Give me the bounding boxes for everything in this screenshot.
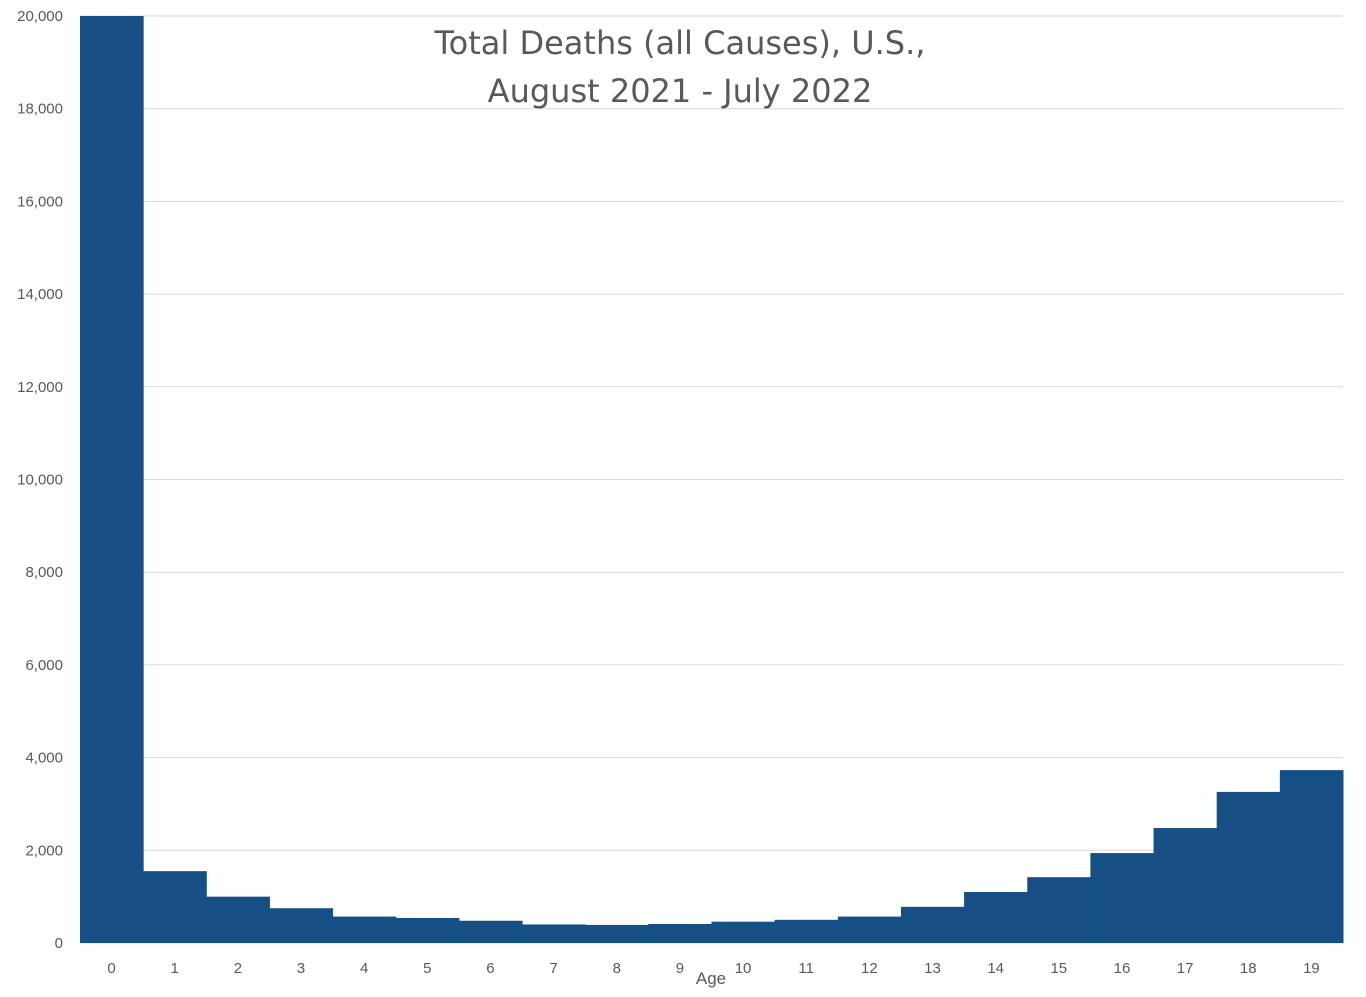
bar-age-7	[522, 924, 586, 943]
x-tick-label: 2	[234, 960, 242, 977]
bar-age-3	[269, 908, 334, 943]
chart-title-line-2: August 2021 - July 2022	[488, 72, 873, 110]
x-tick-label: 0	[107, 960, 115, 977]
x-axis-title: Age	[696, 969, 726, 988]
y-tick-label: 2,000	[25, 842, 63, 859]
bar-age-2	[206, 896, 270, 943]
chart-title-line-1: Total Deaths (all Causes), U.S.,	[434, 24, 926, 62]
x-tick-label: 10	[735, 960, 752, 977]
x-tick-label: 17	[1177, 960, 1194, 977]
y-tick-label: 0	[55, 935, 63, 952]
y-tick-label: 6,000	[25, 657, 63, 674]
x-tick-label: 18	[1240, 960, 1257, 977]
bar-age-11	[774, 919, 839, 943]
y-tick-label: 20,000	[17, 8, 63, 25]
bar-age-9	[648, 923, 712, 943]
bar-age-19	[1279, 770, 1344, 943]
x-tick-label: 7	[549, 960, 557, 977]
bar-age-6	[458, 920, 523, 943]
x-tick-label: 16	[1114, 960, 1131, 977]
y-tick-labels: 0 2,000 4,000 6,000 8,000 10,000 12,000 14,000 1…	[17, 8, 63, 952]
x-tick-label: 13	[924, 960, 941, 977]
x-tick-label: 4	[360, 960, 368, 977]
y-tick-label: 8,000	[25, 564, 63, 581]
y-tick-label: 12,000	[17, 379, 63, 396]
x-tick-label: 8	[613, 960, 621, 977]
bar-age-8	[585, 924, 649, 943]
bar-age-12	[837, 916, 902, 943]
bars	[80, 16, 1344, 943]
x-tick-label: 5	[423, 960, 431, 977]
x-tick-label: 1	[171, 960, 179, 977]
bar-age-4	[332, 916, 397, 943]
bar-age-17	[1153, 828, 1218, 943]
bar-age-0	[80, 16, 144, 943]
x-tick-label: 9	[676, 960, 684, 977]
y-tick-label: 16,000	[17, 193, 63, 210]
y-tick-label: 10,000	[17, 472, 63, 489]
bar-age-14	[964, 892, 1028, 943]
x-tick-label: 3	[297, 960, 305, 977]
y-tick-label: 4,000	[25, 750, 63, 767]
bar-age-13	[900, 906, 965, 943]
bar-age-16	[1090, 853, 1155, 943]
x-tick-label: 6	[486, 960, 494, 977]
y-tick-label: 18,000	[17, 101, 63, 118]
bar-age-15	[1027, 877, 1091, 943]
bar-age-18	[1216, 791, 1281, 943]
y-tick-label: 14,000	[17, 286, 63, 303]
bar-age-10	[711, 921, 776, 943]
bar-age-1	[143, 871, 207, 943]
x-tick-label: 12	[861, 960, 878, 977]
gridlines	[80, 15, 1343, 944]
x-tick-label: 19	[1303, 960, 1320, 977]
x-tick-label: 15	[1050, 960, 1067, 977]
x-tick-label: 11	[798, 960, 814, 977]
x-tick-labels: 0 1 2 3 4 5 6 7 8 9 10 11 12 13 14 15 16 17 18 19	[107, 960, 1319, 977]
x-tick-label: 14	[987, 960, 1004, 977]
bar-age-5	[395, 917, 460, 943]
